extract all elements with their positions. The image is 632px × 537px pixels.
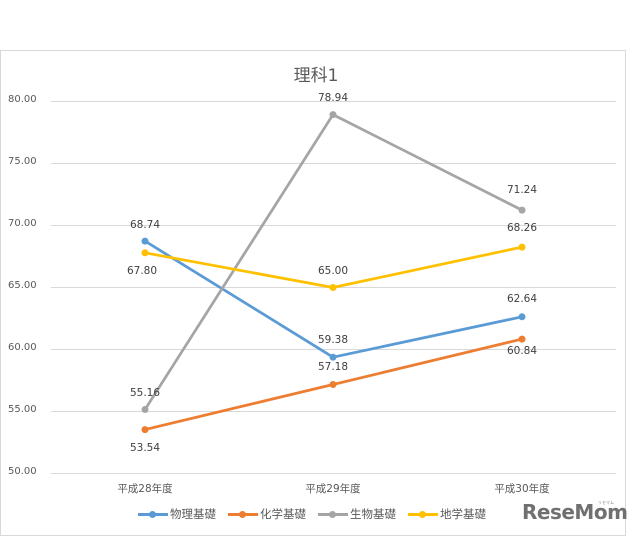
legend-marker-icon xyxy=(228,509,258,519)
resemom-logo-sub: リセマム xyxy=(598,500,614,505)
series-chemistry xyxy=(141,335,526,434)
label-chemistry-h28: 53.54 xyxy=(129,442,161,454)
label-physics-h30: 62.64 xyxy=(506,293,538,305)
data-point-marker[interactable] xyxy=(329,111,337,119)
y-tick-65: 65.00 xyxy=(8,280,37,291)
data-point-marker[interactable] xyxy=(141,237,149,245)
label-chemistry-h29: 57.18 xyxy=(317,361,349,373)
legend-marker-icon xyxy=(318,509,348,519)
data-point-marker[interactable] xyxy=(518,313,526,321)
label-biology-h29: 78.94 xyxy=(317,92,349,104)
series-biology xyxy=(141,111,526,413)
legend-item-chemistry[interactable]: 化学基礎 xyxy=(228,506,306,522)
legend-item-earthsci[interactable]: 地学基礎 xyxy=(408,506,486,522)
x-tick-h30: 平成30年度 xyxy=(494,483,550,495)
y-tick-50: 50.00 xyxy=(8,466,37,477)
label-earthsci-h29: 65.00 xyxy=(317,265,349,277)
data-point-marker[interactable] xyxy=(518,206,526,214)
chart-frame xyxy=(0,50,626,536)
legend-item-physics[interactable]: 物理基礎 xyxy=(138,506,216,522)
legend-marker-icon xyxy=(138,509,168,519)
legend-label: 地学基礎 xyxy=(440,507,486,521)
x-tick-h29: 平成29年度 xyxy=(305,483,361,495)
data-point-marker[interactable] xyxy=(329,353,337,361)
data-point-marker[interactable] xyxy=(329,381,337,388)
legend-marker-icon xyxy=(408,509,438,519)
y-tick-60: 60.00 xyxy=(8,342,37,353)
label-biology-h28: 55.16 xyxy=(129,387,161,399)
legend-label: 物理基礎 xyxy=(170,507,216,521)
label-biology-h30: 71.24 xyxy=(506,184,538,196)
y-tick-80: 80.00 xyxy=(8,94,37,105)
y-tick-75: 75.00 xyxy=(8,156,37,167)
data-point-marker[interactable] xyxy=(518,335,526,343)
label-physics-h29: 59.38 xyxy=(317,334,349,346)
y-tick-70: 70.00 xyxy=(8,218,37,229)
legend-label: 化学基礎 xyxy=(260,507,306,521)
legend-label: 生物基礎 xyxy=(350,507,396,521)
data-point-marker[interactable] xyxy=(141,406,149,413)
legend-item-biology[interactable]: 生物基礎 xyxy=(318,506,396,522)
chart-title: 理科1 xyxy=(293,66,339,86)
data-point-marker[interactable] xyxy=(141,249,149,257)
resemom-logo: ReseMom xyxy=(522,500,628,524)
data-point-marker[interactable] xyxy=(329,284,337,291)
label-physics-h28: 68.74 xyxy=(129,219,161,231)
y-tick-55: 55.00 xyxy=(8,404,37,415)
series-earthsci xyxy=(141,243,526,291)
data-point-marker[interactable] xyxy=(518,243,526,251)
legend: 物理基礎 化学基礎 生物基礎 地学基礎 xyxy=(138,506,486,522)
label-chemistry-h30: 60.84 xyxy=(506,345,538,357)
label-earthsci-h28: 67.80 xyxy=(126,265,158,277)
label-earthsci-h30: 68.26 xyxy=(506,222,538,234)
series-physics xyxy=(141,237,526,361)
x-tick-h28: 平成28年度 xyxy=(117,483,173,495)
data-point-marker[interactable] xyxy=(141,426,149,434)
